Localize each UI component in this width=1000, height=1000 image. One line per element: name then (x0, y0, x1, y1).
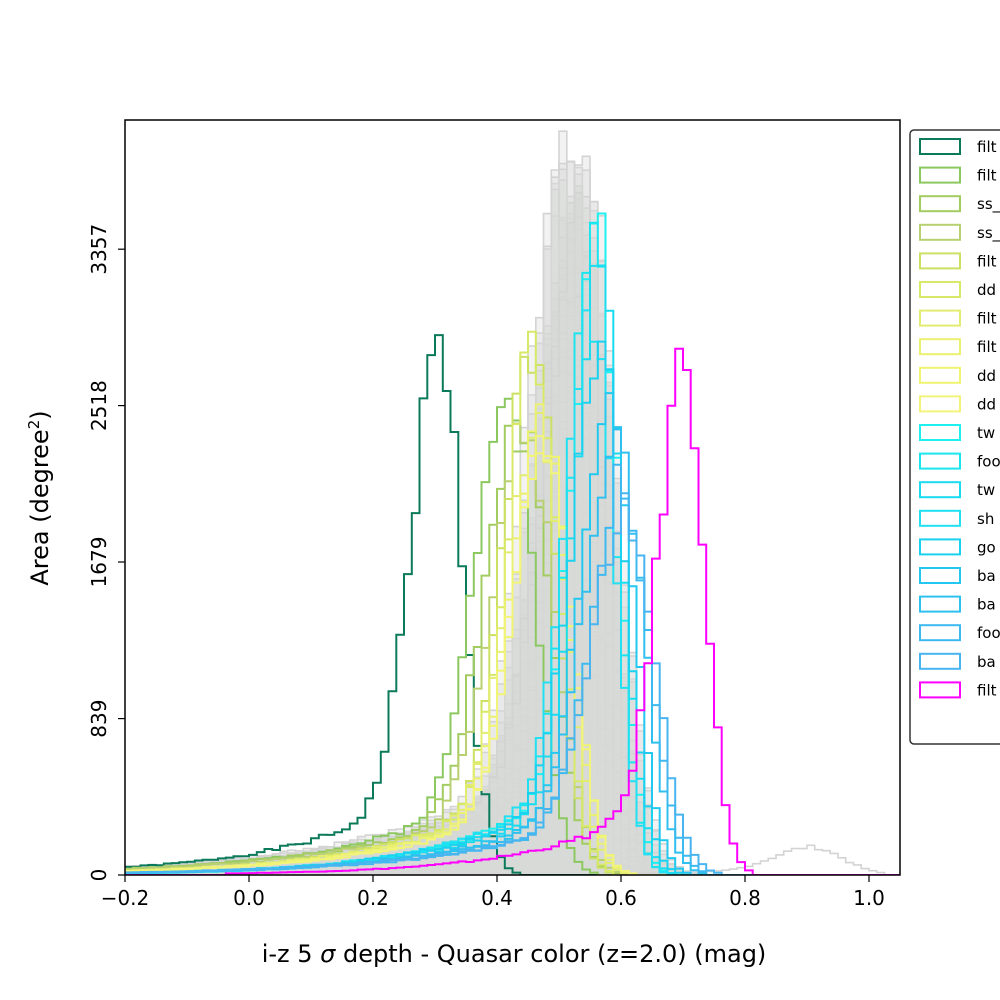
legend-label: filt (977, 681, 997, 699)
x-axis-title: i-z 5 σ depth - Quasar color (z=2.0) (ma… (262, 940, 767, 968)
series-0-histogram (125, 334, 900, 875)
legend-swatch (919, 309, 961, 327)
legend-swatch (919, 567, 961, 584)
series-3-histogram (125, 422, 900, 875)
legend-label: dd (977, 395, 996, 413)
series-9-histogram (125, 435, 900, 875)
legend-swatch (919, 338, 961, 356)
legend-swatch (919, 223, 961, 241)
legend-swatch (919, 481, 961, 499)
legend-swatch (919, 538, 961, 556)
legend-label: dd (977, 367, 996, 385)
legend-label: go (977, 538, 996, 556)
y-tick-label: 839 (87, 700, 111, 738)
series-18-histogram (125, 492, 900, 875)
legend-label: filt (977, 138, 997, 156)
legend-label: filt (977, 252, 997, 270)
legend-swatch (919, 138, 961, 155)
y-tick-label: 3357 (87, 224, 111, 275)
y-tick-label: 1679 (87, 537, 111, 588)
legend-label: filt (977, 167, 997, 185)
series-19-histogram (125, 347, 900, 875)
legend-swatch (919, 509, 961, 527)
legend-label: filt (977, 338, 997, 356)
legend-swatch (919, 281, 961, 298)
x-tick-label: 0.2 (357, 886, 389, 910)
legend-label: ss_ (977, 224, 1000, 243)
legend-swatch (919, 395, 961, 413)
legend-frame (909, 129, 1000, 745)
legend-swatch (919, 424, 961, 441)
legend-label: ba (977, 596, 996, 614)
x-tick-label: 0.4 (481, 886, 513, 910)
legend-swatch (919, 166, 961, 184)
legend-swatch (919, 252, 961, 270)
legend-label: sh (977, 510, 994, 528)
x-tick-label: −0.2 (101, 886, 150, 910)
plot-frame (124, 119, 901, 876)
legend-swatch (919, 681, 961, 699)
legend-swatch (919, 624, 961, 642)
legend-swatch (919, 452, 961, 470)
legend-label: ss_ (977, 195, 1000, 214)
legend-swatch (919, 366, 961, 384)
legend-label: ba (977, 653, 996, 671)
legend-label: tw (977, 424, 995, 442)
series-group (125, 212, 900, 875)
y-axis: 0 839 1679 2518 3357 (87, 224, 125, 882)
legend: filtfiltss_ss_filtddfiltfiltddddtwfootws… (909, 129, 1000, 745)
legend-swatch (919, 195, 961, 213)
series-8-histogram (125, 452, 900, 875)
legend-label: ba (977, 567, 996, 585)
y-tick-label: 0 (87, 869, 111, 882)
legend-swatch (919, 595, 961, 613)
legend-swatch (919, 652, 961, 670)
legend-label: dd (977, 281, 996, 299)
x-tick-label: 0.8 (729, 886, 761, 910)
x-tick-label: 0.6 (605, 886, 637, 910)
x-axis: −0.2 0.0 0.2 0.4 0.6 0.8 1.0 (101, 875, 885, 910)
x-tick-label: 1.0 (853, 886, 885, 910)
y-axis-title: Area (degree2) (25, 410, 54, 585)
legend-label: tw (977, 481, 995, 499)
x-tick-label: 0.0 (233, 886, 265, 910)
y-tick-label: 2518 (87, 380, 111, 431)
legend-label: filt (977, 310, 997, 328)
legend-label: foo (977, 453, 1000, 471)
background-series (125, 221, 900, 875)
legend-label: foo (977, 624, 1000, 642)
